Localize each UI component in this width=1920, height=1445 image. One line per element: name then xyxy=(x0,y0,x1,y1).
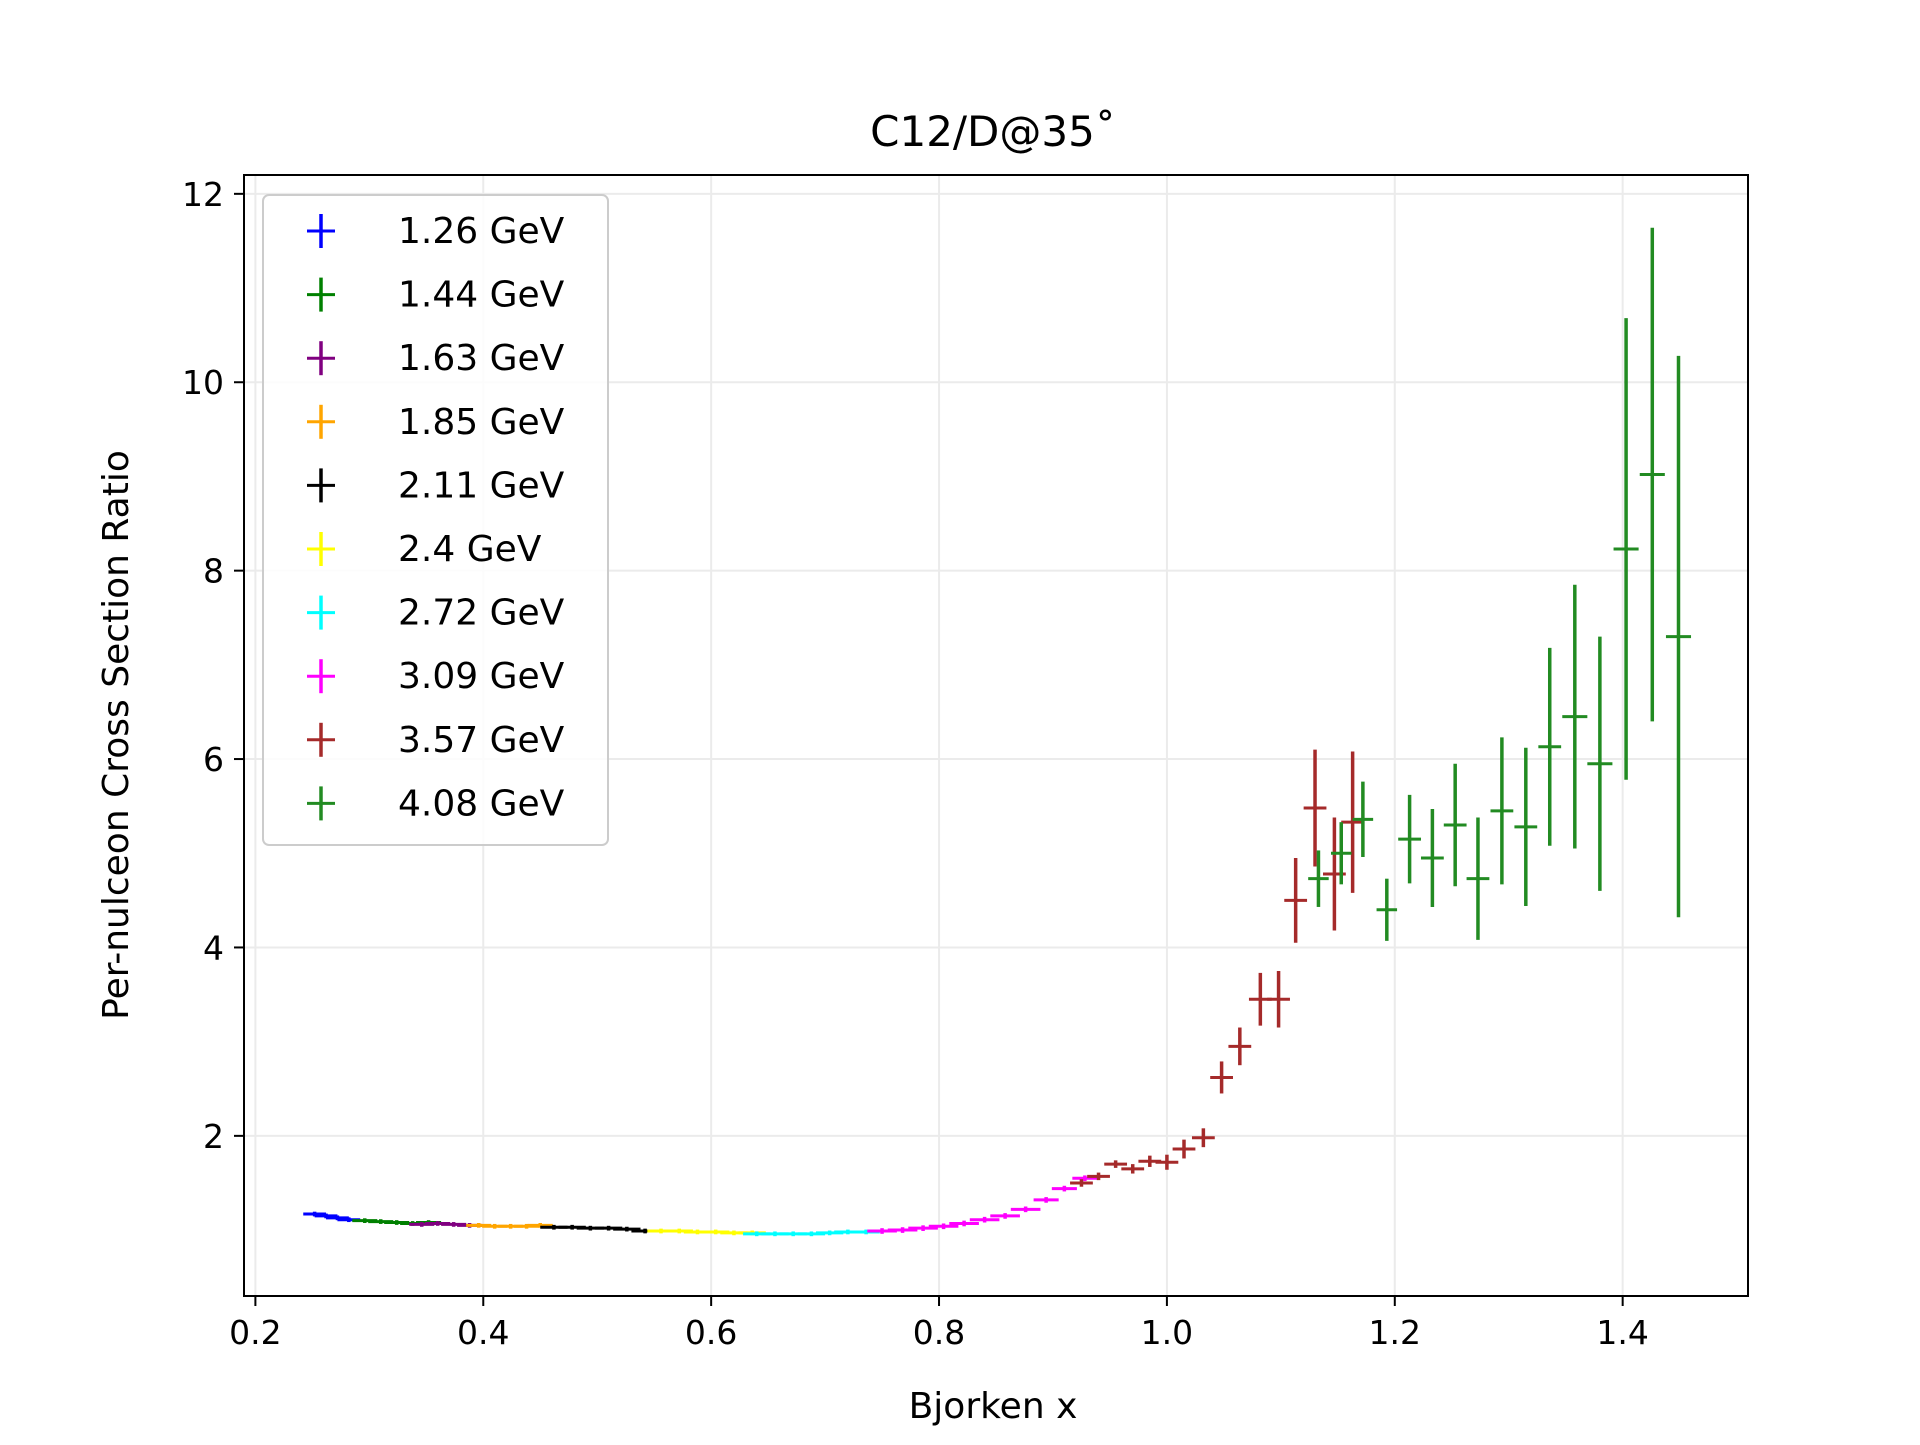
legend-label: 1.44 GeV xyxy=(398,275,565,316)
legend-label: 2.4 GeV xyxy=(398,529,542,570)
y-tick-label: 12 xyxy=(182,175,224,214)
data-point xyxy=(1587,636,1613,891)
data-point xyxy=(1352,781,1374,858)
legend-entry: 3.57 GeV xyxy=(307,720,565,761)
y-tick-label: 8 xyxy=(203,552,224,591)
data-point xyxy=(1308,850,1329,907)
data-point xyxy=(1033,1197,1059,1203)
data-point xyxy=(949,1220,979,1227)
data-point xyxy=(1376,878,1398,941)
x-tick-label: 0.8 xyxy=(913,1313,965,1352)
data-point xyxy=(1051,1185,1077,1192)
y-tick-label: 4 xyxy=(203,928,224,967)
series-2-11-gev xyxy=(540,1224,659,1234)
y-tick-label: 10 xyxy=(182,363,224,402)
data-point xyxy=(1072,1175,1098,1182)
data-point xyxy=(887,1227,918,1233)
x-tick-label: 1.0 xyxy=(1141,1313,1193,1352)
legend-label: 4.08 GeV xyxy=(398,783,565,824)
data-point xyxy=(908,1225,938,1232)
data-point xyxy=(1514,747,1538,907)
legend-entry: 1.26 GeV xyxy=(307,211,565,252)
series-4-08-gev xyxy=(1308,227,1692,941)
data-point xyxy=(990,1213,1020,1219)
x-axis-label: Bjorken x xyxy=(909,1386,1078,1427)
data-point xyxy=(1303,749,1327,867)
legend-label: 1.85 GeV xyxy=(398,402,565,443)
x-tick-label: 0.4 xyxy=(457,1313,509,1352)
legend-entry: 2.11 GeV xyxy=(307,465,565,506)
data-point xyxy=(1070,1179,1093,1187)
data-point xyxy=(1562,584,1588,849)
data-point xyxy=(1490,737,1514,885)
data-point xyxy=(1155,1154,1179,1170)
x-tick-label: 0.2 xyxy=(229,1313,281,1352)
legend-box xyxy=(262,194,609,846)
data-point xyxy=(1341,751,1365,893)
x-tick-label: 1.4 xyxy=(1596,1313,1648,1352)
legend-entry: 2.4 GeV xyxy=(307,529,542,570)
legend: 1.26 GeV 1.44 GeV 1.63 GeV 1.85 GeV 2.11 GeV… xyxy=(262,194,609,846)
data-point xyxy=(1191,1128,1215,1148)
data-point xyxy=(1210,1061,1233,1094)
data-point xyxy=(1420,808,1444,907)
y-axis-label: Per-nulceon Cross Section Ratio xyxy=(96,450,137,1020)
y-tick-label: 6 xyxy=(203,740,224,779)
data-point xyxy=(1284,857,1308,943)
data-points xyxy=(303,227,1692,1237)
data-point xyxy=(1228,1027,1252,1066)
data-point xyxy=(613,1226,641,1232)
x-tick-label: 1.2 xyxy=(1369,1313,1421,1352)
legend-entry: 1.44 GeV xyxy=(307,275,565,316)
data-point xyxy=(1267,971,1290,1028)
data-point xyxy=(1087,1172,1110,1181)
legend-label: 2.11 GeV xyxy=(398,465,565,506)
data-point xyxy=(1613,318,1639,780)
series-3-09-gev xyxy=(867,1175,1098,1234)
data-point xyxy=(1538,647,1562,846)
legend-entry: 2.72 GeV xyxy=(307,593,565,634)
legend-label: 3.57 GeV xyxy=(398,720,565,761)
legend-label: 1.26 GeV xyxy=(398,211,565,252)
data-point xyxy=(969,1216,1000,1223)
legend-label: 1.63 GeV xyxy=(398,338,565,379)
data-point xyxy=(928,1223,959,1230)
legend-entry: 1.63 GeV xyxy=(307,338,565,379)
legend-entry: 3.09 GeV xyxy=(307,656,565,697)
legend-entry: 1.85 GeV xyxy=(307,402,565,443)
data-point xyxy=(1330,822,1352,885)
data-point xyxy=(1010,1206,1041,1213)
axes-frame xyxy=(243,174,1749,1297)
x-tick-label: 0.6 xyxy=(685,1313,737,1352)
data-point xyxy=(1466,817,1490,940)
data-point xyxy=(1104,1160,1128,1168)
series-1-85-gev xyxy=(466,1222,553,1229)
legend-label: 2.72 GeV xyxy=(398,593,565,634)
axis-ticks: 0.2 0.4 0.6 0.8 1.0 1.2 1.4 2 4 6 8 10 12 xyxy=(182,175,1649,1352)
data-point xyxy=(1639,227,1665,722)
legend-label: 3.09 GeV xyxy=(398,656,565,697)
chart-title: C12/D@35˚ xyxy=(870,107,1116,156)
data-point xyxy=(1665,355,1692,918)
data-point xyxy=(1172,1139,1196,1159)
data-point xyxy=(1443,763,1467,887)
data-point xyxy=(1398,794,1421,884)
data-point xyxy=(1121,1164,1145,1174)
y-tick-label: 2 xyxy=(203,1117,224,1156)
legend-entry: 4.08 GeV xyxy=(307,783,565,824)
